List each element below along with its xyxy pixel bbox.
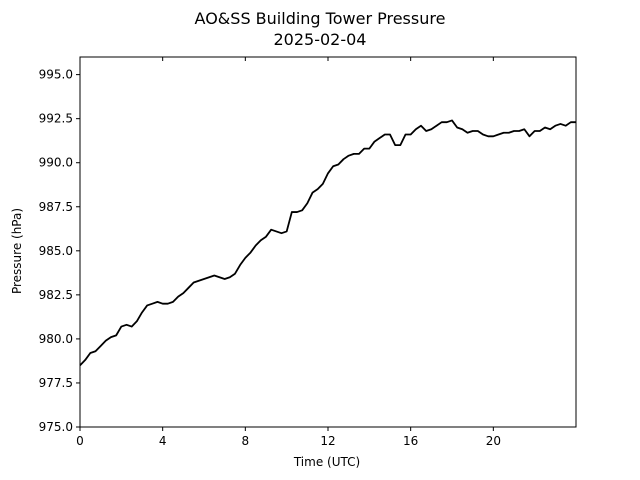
x-tick-label: 0 — [76, 434, 84, 448]
y-tick-label: 995.0 — [39, 68, 73, 82]
y-tick-label: 977.5 — [39, 376, 73, 390]
x-tick-label: 20 — [486, 434, 501, 448]
x-tick-label: 12 — [320, 434, 335, 448]
chart-title: AO&SS Building Tower Pressure — [195, 9, 446, 28]
x-axis-label: Time (UTC) — [293, 455, 360, 469]
y-axis-label: Pressure (hPa) — [10, 208, 24, 294]
y-tick-label: 985.0 — [39, 244, 73, 258]
y-tick-label: 975.0 — [39, 420, 73, 434]
series-line-0 — [79, 119, 576, 366]
y-tick-label: 990.0 — [39, 156, 73, 170]
plot-area: 0 4 8 12 16 20 975.0 977.5 980.0 982.5 985.0 987.5… — [39, 56, 577, 448]
y-tick-label: 982.5 — [39, 288, 73, 302]
data-layer — [79, 119, 576, 366]
x-tick-label: 16 — [403, 434, 418, 448]
y-axis-ticks: 975.0 977.5 980.0 982.5 985.0 987.5 990.0 992.5… — [39, 68, 80, 434]
y-tick-label: 992.5 — [39, 112, 73, 126]
x-axis-ticks: 0 4 8 12 16 20 — [76, 57, 501, 448]
y-tick-label: 980.0 — [39, 332, 73, 346]
x-tick-label: 4 — [159, 434, 167, 448]
y-tick-label: 987.5 — [39, 200, 73, 214]
chart-subtitle: 2025-02-04 — [274, 30, 367, 49]
x-tick-label: 8 — [242, 434, 250, 448]
